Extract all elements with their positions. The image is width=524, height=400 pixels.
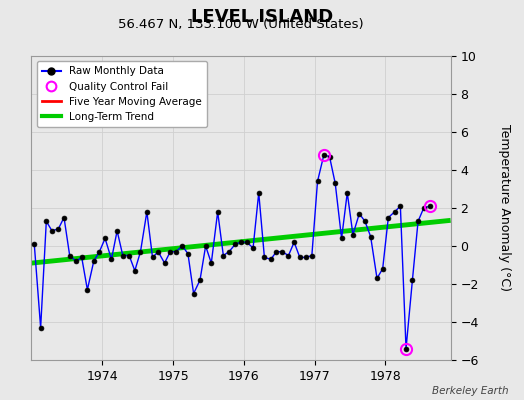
Legend: Raw Monthly Data, Quality Control Fail, Five Year Moving Average, Long-Term Tren: Raw Monthly Data, Quality Control Fail, … bbox=[37, 61, 207, 127]
Title: 56.467 N, 133.100 W (United States): 56.467 N, 133.100 W (United States) bbox=[118, 18, 364, 31]
Text: Berkeley Earth: Berkeley Earth bbox=[432, 386, 508, 396]
Text: LEVEL ISLAND: LEVEL ISLAND bbox=[191, 8, 333, 26]
Y-axis label: Temperature Anomaly (°C): Temperature Anomaly (°C) bbox=[498, 124, 511, 292]
